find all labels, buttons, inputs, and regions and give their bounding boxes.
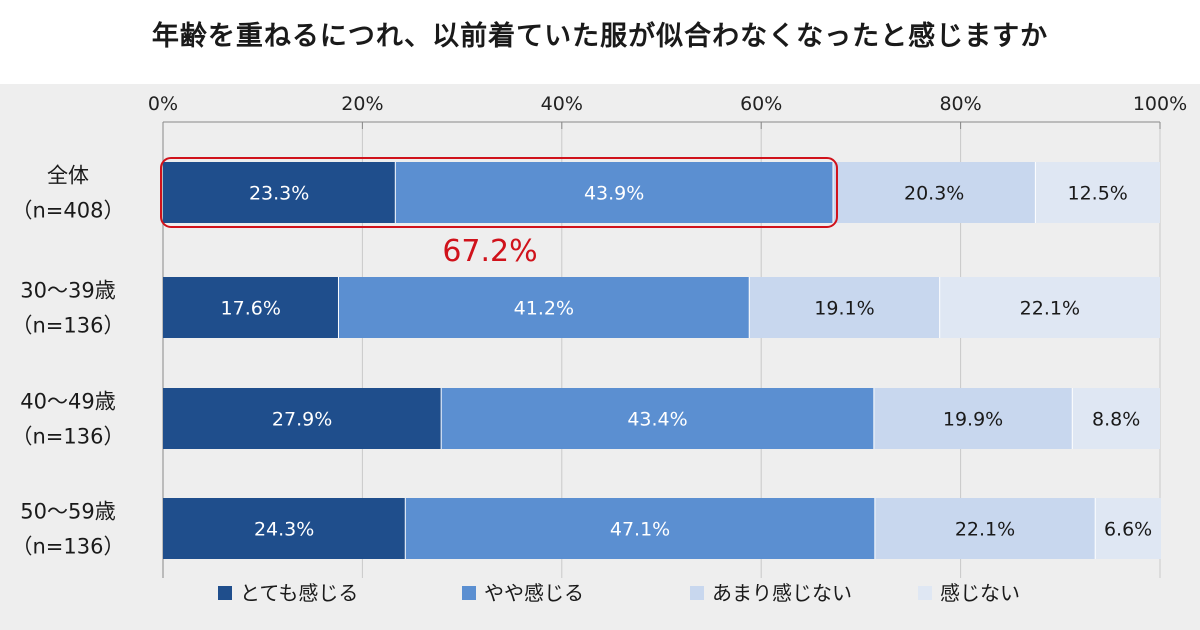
bar-segment bbox=[405, 498, 875, 559]
bar-segment bbox=[163, 277, 339, 338]
data-label: 20.3% bbox=[904, 183, 964, 205]
legend-swatch bbox=[918, 586, 932, 600]
data-label: 23.3% bbox=[249, 183, 309, 205]
data-label: 8.8% bbox=[1092, 409, 1140, 431]
x-tick-label: 100% bbox=[1133, 93, 1187, 115]
bar-segment bbox=[441, 388, 874, 449]
legend-label: 感じない bbox=[940, 581, 1020, 605]
bar-segment bbox=[395, 162, 833, 223]
legend-label: やや感じる bbox=[484, 581, 584, 605]
bar-segment bbox=[163, 162, 396, 223]
data-label: 43.4% bbox=[627, 409, 687, 431]
bar-segment bbox=[939, 277, 1160, 338]
category-label: 30～39歳 bbox=[20, 279, 115, 303]
x-tick-label: 60% bbox=[740, 93, 782, 115]
data-label: 47.1% bbox=[610, 519, 670, 541]
category-label: 40～49歳 bbox=[20, 390, 115, 414]
bar-segment bbox=[832, 162, 1036, 223]
x-tick-label: 20% bbox=[341, 93, 383, 115]
legend-swatch bbox=[462, 586, 476, 600]
x-tick-label: 80% bbox=[939, 93, 981, 115]
data-label: 27.9% bbox=[272, 409, 332, 431]
data-label: 19.9% bbox=[943, 409, 1003, 431]
data-label: 6.6% bbox=[1104, 519, 1152, 541]
bar-segment bbox=[749, 277, 940, 338]
data-label: 19.1% bbox=[814, 298, 874, 320]
category-label: 50～59歳 bbox=[20, 500, 115, 524]
bar-segment bbox=[873, 388, 1073, 449]
chart-title: 年齢を重ねるにつれ、以前着ていた服が似合わなくなったと感じますか bbox=[151, 21, 1049, 52]
category-label: 全体 bbox=[47, 164, 89, 188]
data-label: 41.2% bbox=[514, 298, 574, 320]
bar-segment bbox=[163, 388, 442, 449]
data-label: 22.1% bbox=[1020, 298, 1080, 320]
x-tick-label: 40% bbox=[541, 93, 583, 115]
highlight-box bbox=[160, 157, 838, 228]
bar-segment bbox=[1072, 388, 1160, 449]
data-label: 43.9% bbox=[584, 183, 644, 205]
bar-segment bbox=[1035, 162, 1160, 223]
legend-label: とても感じる bbox=[240, 581, 358, 605]
category-sample-size: （n=136） bbox=[12, 425, 125, 449]
bar-segment bbox=[1095, 498, 1161, 559]
x-tick-label: 0% bbox=[148, 93, 178, 115]
bar-segment bbox=[338, 277, 750, 338]
bar-segment bbox=[874, 498, 1096, 559]
legend-swatch bbox=[218, 586, 232, 600]
category-sample-size: （n=408） bbox=[12, 199, 125, 223]
legend-swatch bbox=[690, 586, 704, 600]
data-label: 22.1% bbox=[955, 519, 1015, 541]
bar-segment bbox=[163, 498, 406, 559]
legend-label: あまり感じない bbox=[712, 581, 852, 605]
data-label: 12.5% bbox=[1068, 183, 1128, 205]
category-sample-size: （n=136） bbox=[12, 535, 125, 559]
data-label: 17.6% bbox=[221, 298, 281, 320]
title-band: 年齢を重ねるにつれ、以前着ていた服が似合わなくなったと感じますか bbox=[0, 0, 1200, 84]
category-sample-size: （n=136） bbox=[12, 314, 125, 338]
annotation-label: 67.2% bbox=[442, 234, 537, 269]
data-label: 24.3% bbox=[254, 519, 314, 541]
